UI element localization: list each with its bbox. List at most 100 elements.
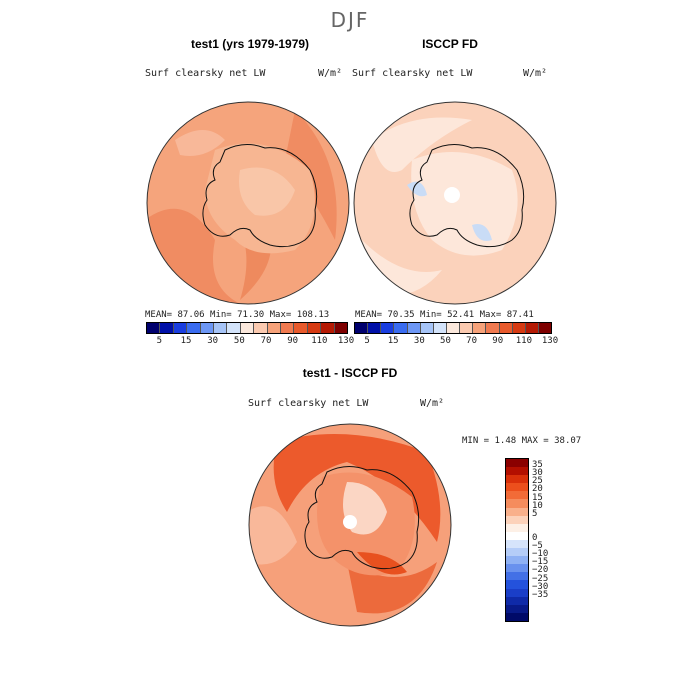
colorbar-swatch: [506, 499, 528, 508]
colorbar-swatch: [486, 323, 500, 333]
colorbar-tick-label: 5: [532, 508, 538, 519]
colorbar-tick-label: 20: [532, 484, 543, 495]
colorbar-swatch: [506, 483, 528, 492]
map-isccp: [353, 101, 557, 305]
colorbar-swatch: [506, 507, 528, 516]
colorbar-tick-label: 90: [287, 336, 299, 346]
colorbar-swatch: [433, 323, 447, 333]
colorbar-swatch: [506, 564, 528, 573]
colorbar-tick-label: 70: [466, 336, 478, 346]
colorbar-swatch: [200, 323, 215, 333]
colorbar-tick-label: 15: [532, 492, 543, 503]
colorbar-labels-test1: 5 15 30 50 70 90 110 130: [146, 336, 355, 348]
colorbar-swatch: [499, 323, 513, 333]
season-title: DJF: [330, 8, 370, 32]
colorbar-tick-label: 50: [233, 336, 245, 346]
colorbar-swatch: [506, 539, 528, 549]
colorbar-tick-label: 30: [413, 336, 425, 346]
colorbar-swatch: [173, 323, 188, 333]
diff-units: W/m²: [420, 398, 445, 409]
colorbar-tick-label: 5: [364, 336, 370, 346]
diff-stats: MIN = 1.48 MAX = 38.07: [462, 436, 582, 446]
panel-units-test1: W/m²: [318, 68, 343, 79]
colorbar-tick-label: −5: [532, 541, 543, 552]
diff-title: test1 - ISCCP FD: [302, 366, 398, 380]
colorbar-tick-label: 25: [532, 476, 543, 487]
colorbar-tick-label: −15: [532, 557, 549, 568]
colorbar-swatch: [281, 323, 295, 333]
colorbar-tick-label: 15: [180, 336, 192, 346]
panel-units-isccp: W/m²: [523, 68, 548, 79]
colorbar-isccp: [354, 322, 552, 334]
colorbar-swatch: [506, 596, 528, 605]
colorbar-tick-label: 130: [541, 336, 559, 346]
colorbar-tick-label: 50: [440, 336, 451, 346]
colorbar-swatch: [147, 323, 161, 333]
colorbar-swatch: [446, 323, 461, 333]
colorbar-swatch: [394, 323, 408, 333]
colorbar-swatch: [512, 323, 526, 333]
colorbar-labels-isccp: 5 15 30 50 70 90 110 130: [354, 336, 558, 348]
colorbar-swatch: [407, 323, 421, 333]
panel-stats-test1: MEAN= 87.06 Min= 71.30 Max= 108.13: [145, 310, 330, 320]
colorbar-swatch: [368, 323, 382, 333]
colorbar-tick-label: 70: [260, 336, 272, 346]
colorbar-swatch: [321, 323, 335, 333]
colorbar-swatch: [506, 475, 528, 484]
colorbar-swatch: [506, 523, 528, 532]
colorbar-tick-label: 5: [156, 336, 163, 346]
map-difference: [248, 423, 452, 627]
colorbar-tick-label: 35: [532, 460, 543, 471]
colorbar-swatch: [460, 323, 474, 333]
colorbar-swatch: [254, 323, 268, 333]
colorbar-swatch: [214, 323, 228, 333]
colorbar-tick-label: 130: [337, 336, 355, 346]
colorbar-tick-label: 10: [532, 500, 543, 511]
colorbar-tick-label: 110: [311, 336, 328, 346]
colorbar-swatch: [506, 491, 528, 500]
colorbar-swatch: [240, 323, 255, 333]
colorbar-swatch: [307, 323, 322, 333]
colorbar-swatch: [506, 612, 528, 621]
colorbar-swatch: [506, 604, 528, 613]
colorbar-difference: [505, 458, 529, 622]
colorbar-swatch: [525, 323, 539, 333]
panel-stats-isccp: MEAN= 70.35 Min= 52.41 Max= 87.41: [355, 310, 534, 320]
colorbar-swatch: [355, 323, 369, 333]
map-test1: [146, 101, 350, 305]
colorbar-swatch: [506, 572, 528, 581]
colorbar-swatch: [506, 580, 528, 589]
colorbar-test1: [146, 322, 348, 334]
colorbar-swatch: [506, 548, 528, 557]
diff-variable: Surf clearsky net LW: [248, 398, 369, 409]
colorbar-swatch: [506, 556, 528, 565]
colorbar-swatch: [506, 459, 528, 468]
colorbar-tick-label: −25: [532, 573, 549, 584]
colorbar-tick-label: 90: [492, 336, 504, 346]
colorbar-swatch: [187, 323, 201, 333]
colorbar-swatch: [473, 323, 487, 333]
colorbar-swatch: [506, 531, 528, 540]
colorbar-swatch: [420, 323, 434, 333]
colorbar-tick-label: 15: [387, 336, 399, 346]
colorbar-swatch: [506, 467, 528, 476]
panel-variable-test1: Surf clearsky net LW: [145, 68, 266, 79]
colorbar-swatch: [506, 588, 528, 597]
colorbar-swatch: [160, 323, 174, 333]
panel-variable-isccp: Surf clearsky net LW: [352, 68, 473, 79]
colorbar-tick-label: −30: [532, 581, 549, 592]
colorbar-swatch: [227, 323, 241, 333]
colorbar-tick-label: −20: [532, 565, 549, 576]
colorbar-tick-label: 0: [532, 533, 538, 543]
colorbar-tick-label: −10: [532, 549, 549, 560]
colorbar-swatch: [294, 323, 308, 333]
colorbar-tick-label: 30: [207, 336, 219, 346]
colorbar-swatch: [506, 515, 528, 524]
colorbar-tick-label: 110: [515, 336, 532, 346]
colorbar-swatch: [538, 323, 552, 333]
panel-title-test1: test1 (yrs 1979-1979): [190, 37, 310, 51]
colorbar-swatch: [267, 323, 282, 333]
colorbar-labels-difference: 35 30 25 20 15 10 5 0 −5 −10 −15 −20 −25 −30 −35: [532, 458, 572, 620]
colorbar-swatch: [334, 323, 348, 333]
colorbar-tick-label: 30: [532, 468, 543, 479]
